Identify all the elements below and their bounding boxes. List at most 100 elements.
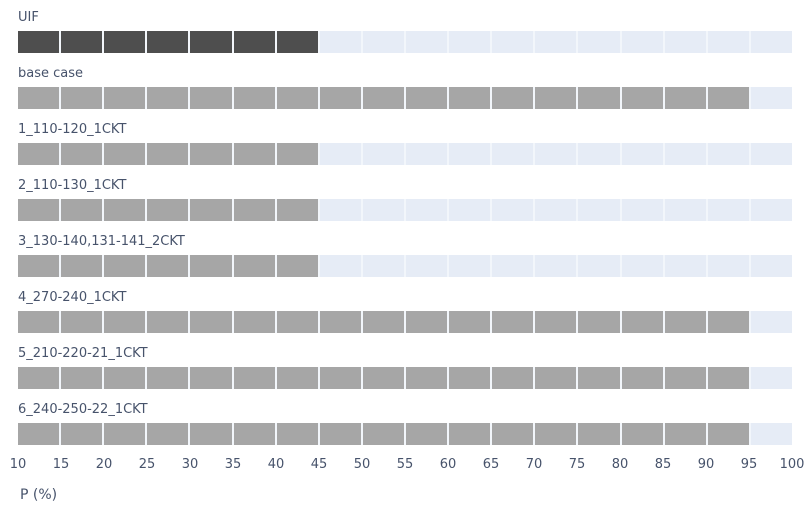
bar-segment: [61, 255, 103, 277]
bar-segment: [664, 311, 706, 333]
bar-segment: [18, 423, 60, 445]
track-segment: [578, 255, 620, 277]
bar-segment: [147, 143, 189, 165]
x-tick-label: 40: [267, 457, 285, 472]
track-segment: [707, 199, 749, 221]
track-segment: [535, 31, 577, 53]
bar-segment: [104, 255, 146, 277]
track-segment: [750, 143, 792, 165]
bar-segment: [664, 87, 706, 109]
track-segment: [664, 143, 706, 165]
track-segment: [405, 255, 448, 277]
bar-segment: [233, 87, 275, 109]
bar-track: [18, 31, 792, 53]
x-tick-label: 30: [181, 457, 199, 472]
bar-segment: [104, 87, 146, 109]
bar-segment: [61, 199, 103, 221]
bar-segment: [449, 423, 491, 445]
track-segment: [492, 255, 534, 277]
bar-segment: [18, 255, 60, 277]
track-segment: [492, 31, 534, 53]
chart-row: 3_130-140,131-141_2CKT: [18, 231, 792, 287]
track-segment: [750, 31, 792, 53]
track-segment: [707, 31, 749, 53]
bar-segment: [276, 143, 318, 165]
x-tick-label: 85: [654, 457, 672, 472]
x-tick-label: 10: [9, 457, 27, 472]
track-segment: [578, 143, 620, 165]
bar-segment: [104, 31, 146, 53]
x-axis-title: P (%): [20, 487, 58, 503]
bar-segment: [61, 87, 103, 109]
bar-segment: [147, 311, 189, 333]
bar-segment: [664, 423, 706, 445]
bar-segment: [707, 87, 749, 109]
bar-segment: [707, 367, 749, 389]
x-tick-label: 20: [95, 457, 113, 472]
bar-segment: [18, 311, 60, 333]
chart-row: 1_110-120_1CKT: [18, 119, 792, 175]
track-segment: [621, 143, 663, 165]
track-segment: [492, 199, 534, 221]
bar-label: 5_210-220-21_1CKT: [18, 346, 148, 361]
bar-segment: [104, 311, 146, 333]
bar-segment: [449, 367, 491, 389]
track-segment: [362, 31, 404, 53]
bar-segment: [319, 423, 361, 445]
bar-track: [18, 367, 792, 389]
track-segment: [707, 143, 749, 165]
bar-segment: [190, 199, 232, 221]
bar-segment: [578, 367, 620, 389]
x-axis: 10 15 20 25 30 35 40 45 50 55 60 65 70 75 80 85 90 95 100: [10, 457, 805, 473]
x-tick-label: 65: [482, 457, 500, 472]
bar-track: [18, 311, 792, 333]
x-tick-label: 95: [740, 457, 758, 472]
bar-segment: [18, 31, 60, 53]
bar-segment: [61, 423, 103, 445]
bar-segment: [492, 311, 534, 333]
track-segment: [362, 255, 404, 277]
bar-segment: [104, 367, 146, 389]
track-segment: [750, 255, 792, 277]
bar-segment: [535, 423, 577, 445]
bar-segment: [535, 311, 577, 333]
bar-label: UIF: [18, 10, 39, 25]
bar-label: 2_110-130_1CKT: [18, 178, 127, 193]
x-tick-label: 45: [310, 457, 328, 472]
x-tick-label: 60: [439, 457, 457, 472]
bar-segment: [147, 255, 189, 277]
bar-label: 1_110-120_1CKT: [18, 122, 127, 137]
bar-segment: [276, 367, 318, 389]
track-segment: [578, 199, 620, 221]
track-segment: [362, 199, 404, 221]
bar-segment: [190, 311, 232, 333]
track-segment: [405, 31, 448, 53]
track-segment: [750, 311, 792, 333]
bar-segment: [578, 87, 620, 109]
track-segment: [664, 199, 706, 221]
bar-segment: [190, 367, 232, 389]
bar-segment: [578, 311, 620, 333]
track-segment: [362, 143, 404, 165]
bar-segment: [405, 87, 448, 109]
track-segment: [535, 143, 577, 165]
bar-segment: [535, 367, 577, 389]
track-segment: [750, 87, 792, 109]
bar-segment: [147, 423, 189, 445]
x-tick-label: 25: [138, 457, 156, 472]
x-tick-label: 55: [396, 457, 414, 472]
bar-segment: [276, 199, 318, 221]
track-segment: [492, 143, 534, 165]
bar-track: [18, 199, 792, 221]
bar-segment: [233, 367, 275, 389]
x-tick-label: 70: [525, 457, 543, 472]
bar-segment: [276, 87, 318, 109]
bar-segment: [405, 311, 448, 333]
bar-segment: [190, 255, 232, 277]
bar-segment: [190, 87, 232, 109]
track-segment: [621, 31, 663, 53]
bar-segment: [362, 87, 404, 109]
track-segment: [750, 367, 792, 389]
bar-segment: [147, 31, 189, 53]
track-segment: [535, 255, 577, 277]
